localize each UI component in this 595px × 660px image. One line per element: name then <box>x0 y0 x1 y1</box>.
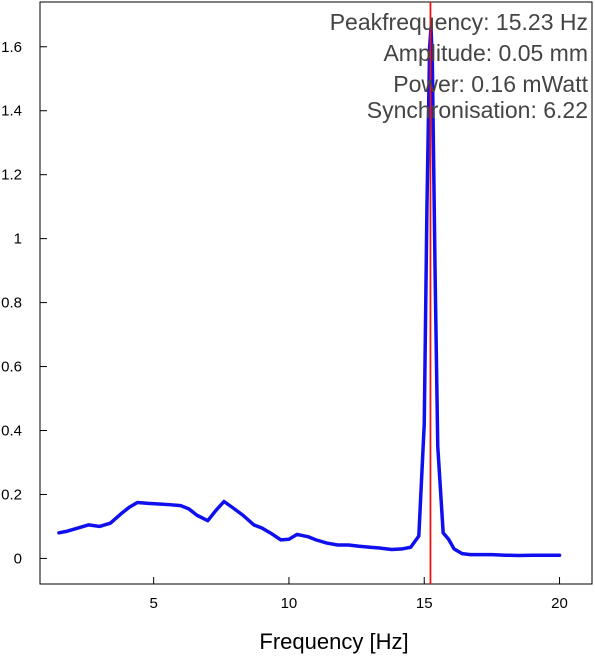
series-line <box>57 25 562 558</box>
y-tick-label: 1.4 <box>1 103 22 120</box>
x-axis-title: Frequency [Hz] <box>259 629 408 654</box>
info-power: Power: 0.16 mWatt <box>393 71 588 97</box>
y-tick-label: 0 <box>14 550 22 567</box>
info-synchronisation: Synchronisation: 6.22 <box>367 97 588 123</box>
info-peakfrequency: Peakfrequency: 15.23 Hz <box>330 9 588 35</box>
plot-frame <box>39 1 593 585</box>
y-tick-label: 0.4 <box>1 423 22 440</box>
info-amplitude: Amplitude: 0.05 mm <box>383 40 588 66</box>
y-tick-label: 1.6 <box>1 39 22 56</box>
x-tick-label: 5 <box>149 595 157 612</box>
x-tick-label: 15 <box>416 595 433 612</box>
y-tick-label: 0.6 <box>1 359 22 376</box>
y-tick-label: 1 <box>14 231 22 248</box>
y-tick-label: 0.2 <box>1 486 22 503</box>
y-axis-ticks: 0 0.2 0.4 0.6 0.8 1 1.2 1.4 1.6 <box>1 39 47 567</box>
x-tick-label: 20 <box>551 595 568 612</box>
y-tick-label: 1.2 <box>1 167 22 184</box>
x-tick-label: 10 <box>281 595 298 612</box>
y-tick-label: 0.8 <box>1 295 22 312</box>
x-axis-ticks: 5 10 15 20 <box>149 577 568 612</box>
